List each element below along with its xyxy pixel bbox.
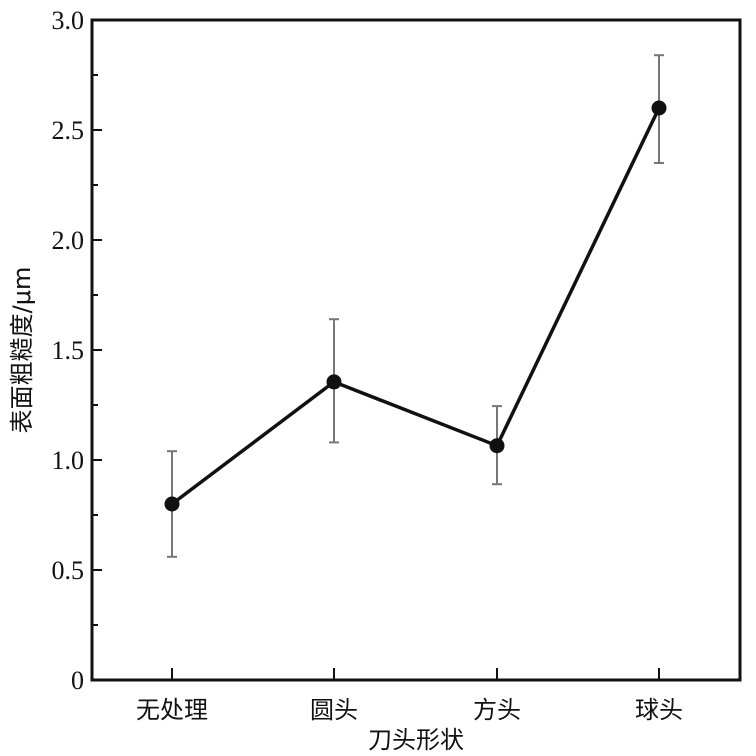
y-tick-label: 3.0 bbox=[52, 6, 85, 35]
x-axis-label: 刀头形状 bbox=[368, 726, 464, 754]
y-tick-label: 2.0 bbox=[52, 226, 85, 255]
y-tick-label: 0.5 bbox=[52, 556, 85, 585]
data-point bbox=[164, 496, 180, 512]
x-tick-label: 方头 bbox=[473, 696, 521, 724]
y-tick-label: 2.5 bbox=[52, 116, 85, 145]
x-tick-label: 无处理 bbox=[136, 696, 208, 724]
x-tick-label: 圆头 bbox=[310, 696, 358, 724]
data-point bbox=[489, 438, 505, 454]
y-tick-label: 0 bbox=[71, 666, 84, 695]
data-point bbox=[326, 374, 342, 390]
x-tick-label: 球头 bbox=[635, 696, 683, 724]
y-axis-label: 表面粗糙度/μm bbox=[8, 267, 36, 434]
y-tick-label: 1.0 bbox=[52, 446, 85, 475]
plot-frame bbox=[90, 18, 742, 682]
series-line bbox=[170, 107, 661, 506]
data-point bbox=[651, 100, 667, 116]
y-tick-label: 1.5 bbox=[52, 336, 85, 365]
